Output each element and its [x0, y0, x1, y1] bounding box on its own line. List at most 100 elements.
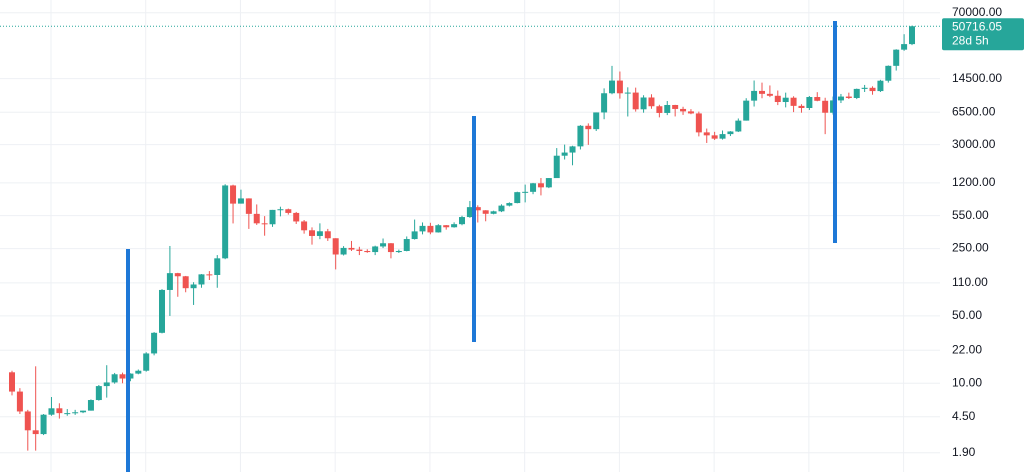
candle-body	[159, 289, 165, 333]
candle-body	[56, 408, 63, 414]
y-tick-label: 50.00	[952, 308, 982, 322]
candle-body	[711, 135, 718, 139]
candle-body	[909, 26, 915, 45]
candle-body	[861, 87, 868, 89]
candle-body	[190, 284, 197, 289]
candles	[0, 25, 940, 451]
candle-body	[609, 80, 615, 94]
candle-body	[703, 132, 710, 136]
candle-body	[435, 225, 442, 233]
grid	[0, 0, 940, 472]
candle-body	[16, 391, 23, 412]
candle-body	[751, 90, 758, 101]
y-tick-label: 110.00	[952, 275, 988, 289]
candle-body	[514, 192, 521, 204]
candle-body	[206, 274, 213, 276]
candle-body	[135, 370, 142, 374]
candle-body	[451, 224, 458, 228]
y-tick-label: 550.00	[952, 208, 989, 222]
candle-body	[553, 155, 560, 179]
candle-body	[285, 209, 292, 213]
candle-body	[695, 113, 702, 133]
y-tick-label: 14500.00	[952, 71, 1002, 85]
candle-body	[601, 93, 608, 113]
y-tick-label: 4.50	[952, 409, 976, 423]
candle-body	[64, 413, 71, 415]
candle-body	[372, 246, 379, 253]
candle-body	[48, 408, 55, 415]
candle-body	[9, 372, 15, 392]
candle-body	[103, 382, 110, 387]
candle-body	[340, 247, 347, 255]
y-tick-label: 1.90	[952, 445, 976, 459]
y-tick-label: 6500.00	[952, 104, 996, 118]
candle-body	[174, 273, 181, 277]
candle-body	[332, 238, 339, 255]
halving-markers	[126, 21, 837, 472]
candle-body	[798, 105, 805, 108]
candle-body	[498, 205, 505, 212]
y-tick-label: 1200.00	[952, 175, 996, 189]
candle-body	[348, 247, 355, 250]
candle-body	[845, 96, 852, 98]
y-tick-label: 3000.00	[952, 137, 996, 151]
candle-body	[230, 185, 237, 204]
candle-body	[364, 250, 371, 253]
candle-body	[277, 209, 284, 211]
candle-body	[640, 97, 647, 110]
candle-body	[395, 250, 402, 253]
candle-body	[743, 100, 750, 121]
price-axis: 70000.00 14500.00 6500.00 3000.00 1200.00 550…	[942, 5, 1024, 459]
candle-body	[32, 430, 39, 435]
candle-body	[814, 97, 821, 101]
candle-body	[893, 49, 900, 66]
candle-body	[474, 207, 481, 211]
candle-body	[111, 374, 118, 383]
candle-body	[490, 211, 497, 214]
candle-body	[506, 203, 513, 206]
candle-body	[253, 213, 260, 224]
candle-body	[537, 183, 544, 188]
candle-body	[672, 104, 679, 109]
candle-body	[759, 90, 765, 94]
candle-body	[837, 96, 844, 101]
candle-body	[766, 93, 773, 96]
candle-body	[719, 134, 726, 139]
candle-body	[443, 225, 450, 228]
candle-body	[427, 225, 434, 233]
y-tick-label: 70000.00	[952, 5, 1002, 19]
candle-body	[72, 412, 79, 414]
candle-body	[95, 386, 102, 401]
last-price-tag	[942, 18, 1024, 51]
y-tick-label: 250.00	[952, 241, 989, 255]
countdown-label: 28d 5h	[952, 33, 989, 47]
candle-body	[301, 221, 308, 231]
candle-body	[877, 80, 884, 92]
candle-body	[806, 97, 813, 108]
candle-body	[182, 276, 189, 289]
candle-body	[616, 80, 623, 94]
candle-body	[577, 125, 584, 147]
candle-body	[151, 332, 158, 354]
candle-body	[459, 217, 465, 225]
candle-body	[901, 44, 908, 50]
y-tick-label: 22.00	[952, 342, 982, 356]
candle-body	[222, 185, 229, 259]
candle-body	[593, 112, 600, 130]
candle-body	[127, 373, 134, 379]
candle-body	[24, 411, 31, 431]
candle-body	[245, 198, 252, 214]
candle-body	[790, 97, 797, 106]
candle-body	[387, 243, 394, 253]
candle-body	[87, 400, 94, 411]
candle-body	[198, 274, 205, 285]
candle-body	[482, 210, 489, 214]
candle-body	[166, 273, 173, 290]
candle-body	[545, 178, 552, 188]
candle-body	[869, 87, 876, 92]
candle-body	[735, 120, 742, 132]
candle-body	[214, 258, 221, 275]
candle-body	[269, 209, 276, 225]
candle-body	[316, 231, 323, 236]
candle-body	[522, 191, 529, 193]
